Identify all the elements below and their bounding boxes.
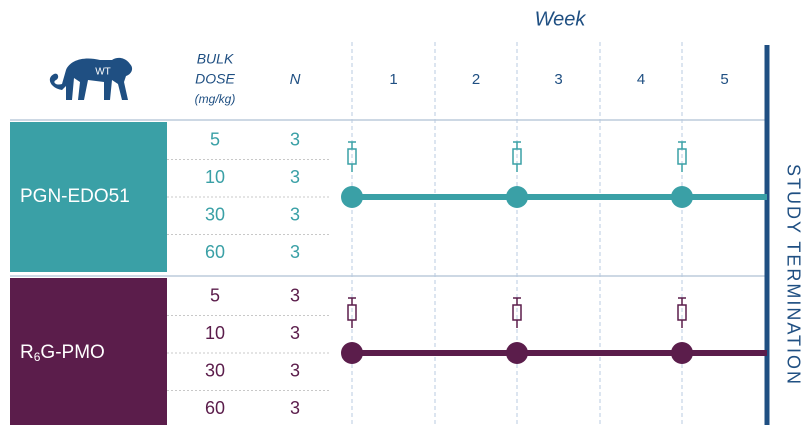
dose-point: [671, 186, 693, 208]
week-number: 4: [637, 71, 645, 88]
week-number: 1: [389, 71, 397, 88]
n-value: 3: [290, 242, 300, 262]
week-number: 5: [720, 71, 728, 88]
name-part: PGN-EDO51: [20, 186, 130, 207]
n-value: 3: [290, 130, 300, 150]
n-value: 3: [290, 398, 300, 418]
termination-label: STUDY TERMINATION: [783, 164, 803, 386]
week-number: 2: [472, 71, 480, 88]
group-name: R6G-PMO: [20, 342, 105, 364]
dose: 5: [210, 130, 220, 150]
monkey-icon: [49, 57, 133, 100]
n-header: N: [290, 71, 301, 88]
syringe: [677, 297, 687, 328]
group-box: [10, 278, 167, 425]
dose: 60: [205, 398, 225, 418]
week-header: Week: [535, 8, 587, 30]
n-value: 3: [290, 323, 300, 343]
syringe: [347, 141, 357, 172]
dose-point: [341, 186, 363, 208]
dose-header: (mg/kg): [195, 92, 236, 106]
n-value: 3: [290, 286, 300, 306]
dose-point: [671, 342, 693, 364]
dose: 30: [205, 205, 225, 225]
group-box: [10, 122, 167, 272]
syringe: [512, 297, 522, 328]
icon-label: WT: [95, 67, 111, 78]
syringe: [347, 297, 357, 328]
syringe: [677, 141, 687, 172]
dose: 30: [205, 361, 225, 381]
dose-header: BULK: [197, 51, 234, 67]
name-part: R: [20, 342, 34, 363]
name-sub: 6: [34, 350, 41, 364]
dose-point: [341, 342, 363, 364]
dose: 10: [205, 167, 225, 187]
dose-point: [506, 342, 528, 364]
dose-point: [506, 186, 528, 208]
n-value: 3: [290, 361, 300, 381]
syringe: [512, 141, 522, 172]
dose: 5: [210, 286, 220, 306]
name-part: G-PMO: [40, 342, 104, 363]
monkey-shape: [49, 57, 133, 100]
week-number: 3: [554, 71, 562, 88]
dose: 10: [205, 323, 225, 343]
dose: 60: [205, 242, 225, 262]
n-value: 3: [290, 205, 300, 225]
dose-header: DOSE: [195, 71, 235, 87]
n-value: 3: [290, 167, 300, 187]
group-name: PGN-EDO51: [20, 186, 130, 207]
